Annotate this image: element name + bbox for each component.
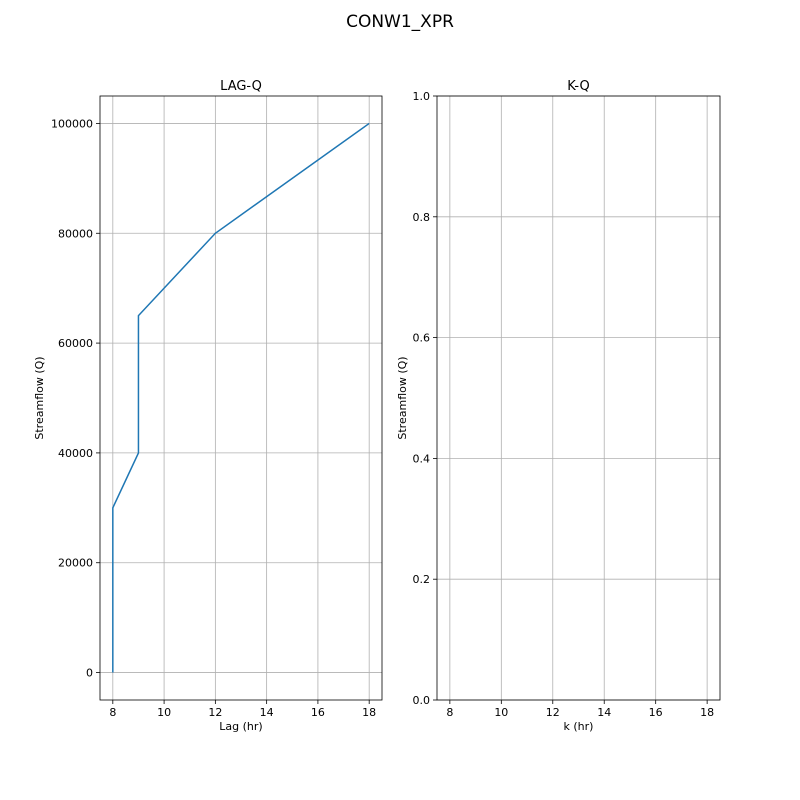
y-tick-label: 0 bbox=[86, 667, 93, 680]
y-tick-label: 0.6 bbox=[413, 332, 431, 345]
y-tick-label: 0.2 bbox=[413, 573, 431, 586]
y-tick-label: 0.4 bbox=[413, 452, 431, 465]
x-tick-label: 16 bbox=[311, 706, 325, 719]
x-tick-label: 18 bbox=[362, 706, 376, 719]
figure-title: CONW1_XPR bbox=[346, 12, 454, 32]
y-tick-label: 20000 bbox=[58, 557, 93, 570]
x-tick-label: 18 bbox=[700, 706, 714, 719]
lag-q-panel: 8 10 12 14 16 18 0 20000 40000 60000 80000 100000 LA… bbox=[33, 79, 383, 733]
panel-title: LAG-Q bbox=[220, 79, 262, 94]
x-axis-label: k (hr) bbox=[564, 720, 594, 733]
x-tick-label: 10 bbox=[494, 706, 508, 719]
y-tick-label: 0.0 bbox=[413, 694, 431, 707]
x-tick-label: 16 bbox=[649, 706, 663, 719]
x-tick-label: 12 bbox=[208, 706, 222, 719]
panel-title: K-Q bbox=[567, 79, 590, 94]
x-tick-label: 12 bbox=[546, 706, 560, 719]
x-tick-label: 10 bbox=[157, 706, 171, 719]
y-tick-label: 40000 bbox=[58, 447, 93, 460]
y-tick-label: 60000 bbox=[58, 337, 93, 350]
x-axis-label: Lag (hr) bbox=[219, 720, 262, 733]
y-axis-label: Streamflow (Q) bbox=[396, 356, 409, 439]
x-tick-label: 8 bbox=[109, 706, 116, 719]
y-tick-label: 1.0 bbox=[413, 90, 431, 103]
k-q-panel: 8 10 12 14 16 18 0.0 0.2 0.4 0.6 0.8 1.0 K-Q k (hr) St… bbox=[396, 79, 721, 733]
x-tick-label: 14 bbox=[260, 706, 274, 719]
y-tick-label: 80000 bbox=[58, 227, 93, 240]
y-tick-label: 0.8 bbox=[413, 211, 431, 224]
x-tick-label: 8 bbox=[446, 706, 453, 719]
series-line bbox=[112, 122, 370, 673]
y-axis-label: Streamflow (Q) bbox=[33, 356, 46, 439]
axes-frame bbox=[436, 95, 721, 701]
axes-frame bbox=[99, 95, 383, 701]
x-tick-label: 14 bbox=[597, 706, 611, 719]
y-tick-label: 100000 bbox=[51, 117, 93, 130]
